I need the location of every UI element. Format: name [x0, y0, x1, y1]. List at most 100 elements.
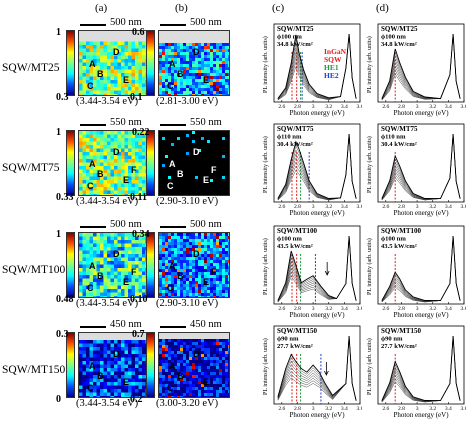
spectrum-xtick: 3 [312, 104, 315, 110]
spectrum-legend-line: 43.5 kW/cm² [381, 243, 417, 250]
map-point-label-a: A [89, 361, 96, 371]
spectrum-xtick: 2.8 [294, 306, 301, 312]
spectrum-xlabel: Photon energy (eV) [393, 109, 449, 117]
peak-legend-ingan: InGaN [324, 47, 347, 56]
peak-legend-he2: HE2 [324, 71, 339, 80]
map-point-label-e: E [123, 277, 129, 287]
spectrum-xtick: 3.6 [357, 406, 363, 412]
spectrum-xtick: 3.2 [325, 306, 332, 312]
row-sample-label: SQW/MT100 [2, 264, 66, 276]
spectrum-xtick: 3.6 [461, 204, 467, 210]
panel-letter-a: (a) [95, 2, 108, 14]
map-point-label-d: D [113, 249, 120, 259]
colorbar-b [146, 30, 155, 96]
colorbar-a [66, 130, 75, 196]
spectrum-legend-line: ϕ90 nm [277, 336, 299, 343]
spectrum-xlabel: Photon energy (eV) [289, 109, 345, 117]
panel-letter-c: (c) [272, 2, 285, 14]
map-point-label-c: C [87, 283, 94, 293]
pl-spectrum-c: PL intensity (arb. units) 2.6 2.8 3 3.2 3.4 3.… [262, 322, 364, 424]
spectrum-xtick: 3.4 [341, 104, 348, 110]
colorbar-a-min: 0.48 [56, 294, 74, 305]
scalebar-b-label: 500 nm [190, 219, 222, 230]
map-point-label-e: E [203, 175, 209, 185]
colorbar-a [66, 232, 75, 298]
scalebar-b-label: 500 nm [190, 17, 222, 28]
spectrum-xtick: 2.6 [278, 104, 285, 110]
spectrum-xtick: 2.8 [398, 406, 405, 412]
spectrum-ylabel: PL intensity (arb. units) [366, 238, 373, 295]
spectrum-ylabel: PL intensity (arb. units) [366, 338, 373, 395]
map-point-label-f: F [211, 165, 217, 175]
row-sample-label: SQW/MT75 [2, 162, 60, 174]
energy-range-b: (3.00-3.20 eV) [156, 398, 219, 409]
map-point-label-d: D [193, 47, 200, 57]
scalebar-a-label: 450 nm [110, 319, 142, 330]
map-point-label-d: D [113, 349, 120, 359]
spectrum-legend-line: ϕ110 nm [381, 134, 406, 141]
spectrum-legend-line: SQW/MT75 [381, 125, 418, 133]
spectrum-curve [381, 235, 461, 302]
scalebar-b-label: 550 nm [190, 117, 222, 128]
energy-range-a: (3.44-3.54 eV) [76, 298, 139, 309]
panel-letter-d: (d) [376, 2, 389, 14]
spectrum-legend-line: ϕ100 nm [381, 236, 406, 243]
pl-spectrum-c: PL intensity (arb. units) 2.6 2.8 3 3.2 3.4 3.… [262, 222, 364, 324]
colorbar-a-min: 0.33 [56, 192, 74, 203]
row-sample-label: SQW/MT25 [2, 62, 60, 74]
spectrum-legend-line: SQW/MT25 [277, 25, 314, 33]
spectrum-xtick: 3.2 [429, 204, 436, 210]
spectrum-xtick: 3.4 [445, 406, 452, 412]
spectrum-ylabel: PL intensity (arb. units) [366, 136, 373, 193]
spectrum-ylabel: PL intensity (arb. units) [262, 136, 269, 193]
spectrum-xlabel: Photon energy (eV) [393, 411, 449, 419]
colorbar-a [66, 30, 75, 96]
spectrum-xtick: 2.6 [278, 406, 285, 412]
spectrum-legend-line: SQW/MT100 [381, 227, 422, 235]
scalebar-b [160, 326, 186, 328]
spectrum-xlabel: Photon energy (eV) [393, 209, 449, 217]
spectrum-legend-line: SQW/MT75 [277, 125, 314, 133]
colorbar-a [66, 332, 75, 398]
scalebar-b [160, 124, 186, 126]
spectrum-legend-line: SQW/MT150 [381, 327, 422, 335]
colorbar-b-max: 0.22 [132, 127, 150, 138]
spectrum-xtick: 3.6 [357, 204, 363, 210]
scalebar-a [80, 124, 106, 126]
spectrum-legend-line: SQW/MT150 [277, 327, 318, 335]
map-point-label-b: B [177, 271, 184, 281]
spectrum-xtick: 3.6 [461, 104, 467, 110]
map-point-label-e: E [123, 75, 129, 85]
map-point-label-b: B [177, 371, 184, 381]
spectrum-legend-line: 30.4 kW/cm² [277, 141, 313, 148]
map-point-label-c: C [167, 181, 174, 191]
scalebar-b-label: 450 nm [190, 319, 222, 330]
energy-range-b: (2.90-3.10 eV) [156, 196, 219, 207]
spectrum-legend-line: 43.5 kW/cm² [277, 243, 313, 250]
colorbar-a-max: 1 [56, 229, 61, 240]
scalebar-a [80, 326, 106, 328]
spectrum-xtick: 3 [312, 306, 315, 312]
colorbar-a-max: 1 [56, 27, 61, 38]
colorbar-b-min: 0.2 [130, 394, 143, 405]
spectrum-xlabel: Photon energy (eV) [393, 311, 449, 319]
spectrum-xtick: 2.6 [382, 204, 389, 210]
pl-spectrum-d: PL intensity (arb. units) 2.6 2.8 3 3.2 3.4 3.… [366, 120, 468, 222]
map-point-label-b: B [97, 69, 104, 79]
map-point-label-a: A [169, 59, 176, 69]
map-point-label-f: F [131, 165, 137, 175]
spectrum-legend-line: ϕ110 nm [277, 134, 302, 141]
map-point-label-e: E [203, 277, 209, 287]
map-point-label-e: E [123, 175, 129, 185]
scalebar-a-label: 550 nm [110, 117, 142, 128]
map-point-label-d: D [193, 249, 200, 259]
spectrum-legend-line: ϕ100 nm [381, 34, 406, 41]
map-point-label-a: A [89, 59, 96, 69]
spectrum-curve [277, 335, 357, 401]
spectrum-curve [381, 133, 461, 200]
